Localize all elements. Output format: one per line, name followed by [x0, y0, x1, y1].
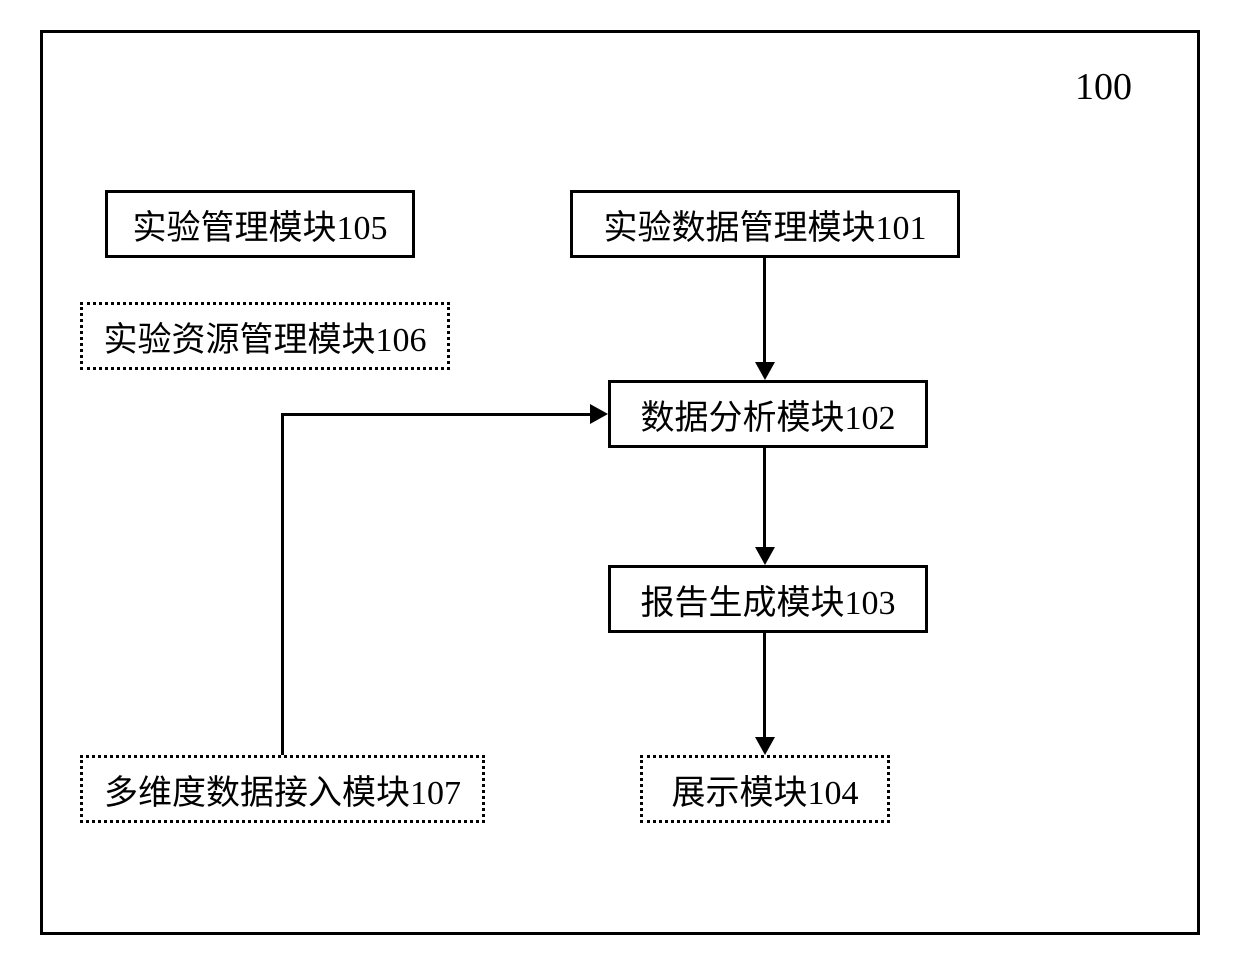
arrowhead-102-103 [755, 547, 775, 565]
arrowhead-103-104 [755, 737, 775, 755]
edge-101-102 [763, 258, 766, 362]
edge-102-103 [763, 448, 766, 547]
node-106: 实验资源管理模块106 [80, 302, 450, 370]
edge-103-104 [763, 633, 766, 737]
diagram-label: 100 [1075, 65, 1132, 109]
node-107: 多维度数据接入模块107 [80, 755, 485, 823]
arrowhead-101-102 [755, 362, 775, 380]
node-103: 报告生成模块103 [608, 565, 928, 633]
node-105: 实验管理模块105 [105, 190, 415, 258]
node-104: 展示模块104 [640, 755, 890, 823]
node-102: 数据分析模块102 [608, 380, 928, 448]
edge-107-102-v [281, 414, 284, 755]
edge-107-102-h [281, 413, 590, 416]
node-101: 实验数据管理模块101 [570, 190, 960, 258]
arrowhead-107-102 [590, 404, 608, 424]
